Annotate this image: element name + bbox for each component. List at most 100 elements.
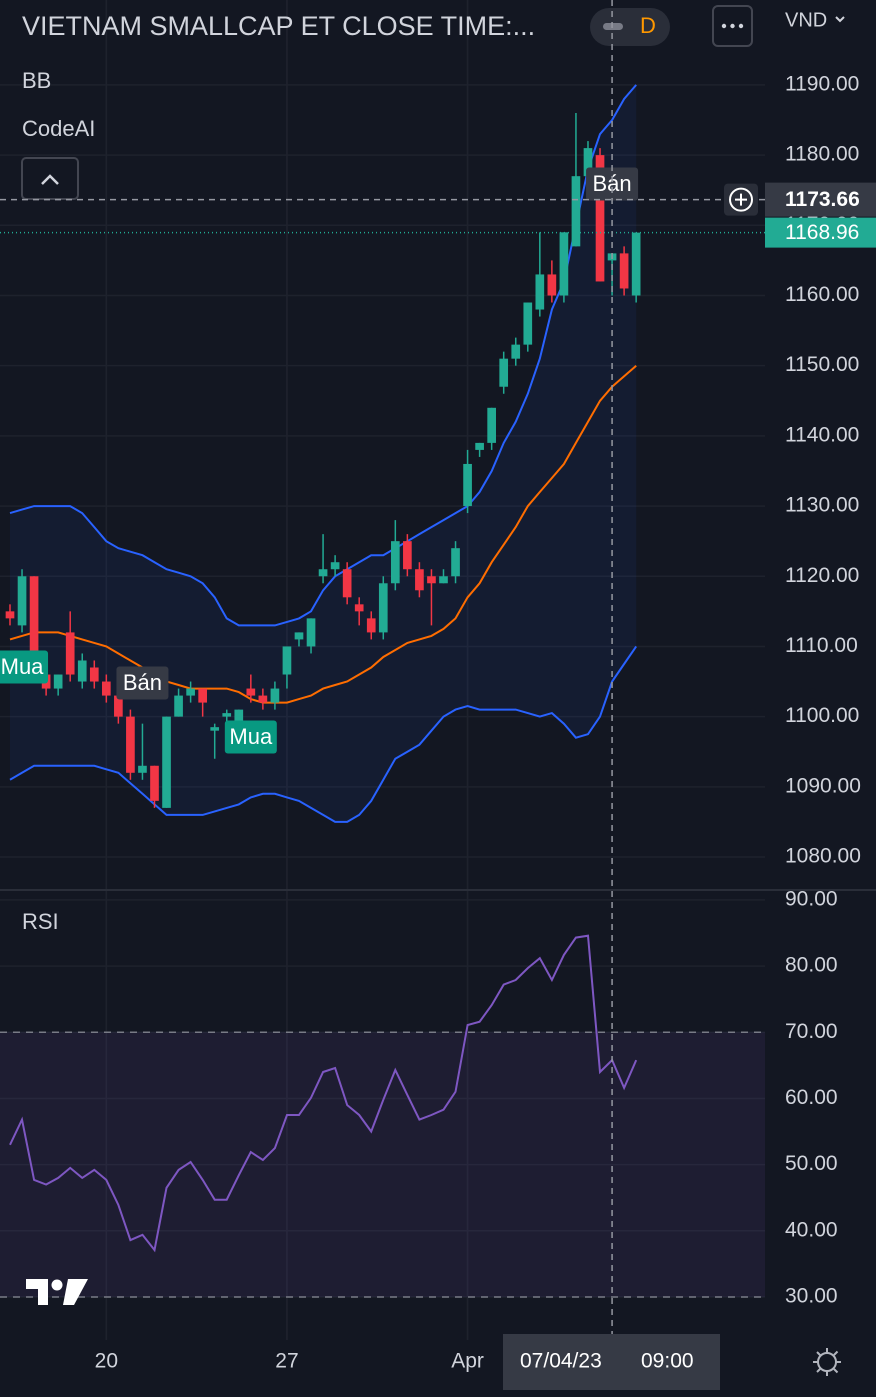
settings-icon[interactable] bbox=[813, 1348, 841, 1376]
last-price-badge bbox=[765, 217, 876, 248]
interval-button[interactable] bbox=[590, 8, 670, 46]
candle-body bbox=[342, 569, 352, 598]
band-middle bbox=[9, 364, 637, 704]
candle-body bbox=[499, 358, 509, 387]
candle-body bbox=[53, 674, 63, 689]
candle-body bbox=[150, 765, 159, 801]
candle-body bbox=[174, 695, 183, 717]
candle-body bbox=[583, 148, 593, 177]
collapse-button[interactable] bbox=[21, 157, 79, 200]
candle-body bbox=[282, 646, 292, 675]
signal-box bbox=[224, 720, 277, 754]
signal-label: Mua bbox=[229, 724, 273, 749]
more-button[interactable] bbox=[712, 5, 753, 47]
candle-body bbox=[390, 541, 400, 584]
candle-body bbox=[619, 253, 629, 289]
crosshair-time-badge bbox=[503, 1334, 720, 1390]
y-tick-label: 90.00 bbox=[785, 887, 838, 910]
candle-body bbox=[487, 407, 496, 443]
y-tick-label: 1100.00 bbox=[785, 704, 859, 727]
y-tick-label: 30.00 bbox=[785, 1285, 838, 1308]
band-upper bbox=[9, 84, 637, 627]
interval-label: D bbox=[640, 13, 656, 38]
y-tick-label: 1160.00 bbox=[785, 283, 859, 306]
crosshair-time: 09:00 bbox=[641, 1350, 694, 1373]
signal-box bbox=[586, 167, 639, 201]
candle-body bbox=[89, 667, 99, 682]
toggle-icon bbox=[603, 23, 623, 30]
candle-body bbox=[451, 548, 460, 577]
candle-body bbox=[475, 442, 484, 450]
y-tick-label: 1110.00 bbox=[785, 634, 858, 657]
candle-body bbox=[378, 583, 388, 633]
band-lower bbox=[9, 645, 638, 823]
candle-body bbox=[571, 176, 581, 247]
candle-body bbox=[222, 713, 232, 717]
crosshair-date: 07/04/23 bbox=[520, 1350, 602, 1373]
signal-label: Bán bbox=[123, 670, 162, 695]
currency-caret bbox=[835, 16, 845, 23]
candle-body bbox=[631, 232, 641, 296]
dot bbox=[721, 23, 727, 29]
candle-body bbox=[306, 618, 316, 647]
candle-body bbox=[559, 232, 569, 296]
candle-body bbox=[234, 709, 244, 724]
candle-body bbox=[246, 688, 256, 696]
y-tick-label: 1190.00 bbox=[785, 72, 859, 95]
candle-body bbox=[162, 716, 171, 808]
dot bbox=[730, 23, 735, 29]
candle-body bbox=[366, 618, 376, 633]
y-tick-label: 1130.00 bbox=[785, 494, 859, 517]
candle-body bbox=[427, 576, 436, 584]
last-price-label: 1168.96 bbox=[785, 221, 859, 244]
plus-circle bbox=[729, 187, 753, 212]
candle-body bbox=[5, 611, 15, 619]
candle-body bbox=[415, 569, 424, 591]
axes: 1080.00 1090.00 1100.00 1110.00 1120.00 1130.… bbox=[95, 72, 876, 1390]
rsi-title: RSI bbox=[22, 909, 59, 934]
candle-body bbox=[186, 688, 195, 696]
signal-label: Mua bbox=[1, 654, 45, 679]
indicator-label: BB bbox=[22, 68, 51, 93]
candle-body bbox=[330, 562, 340, 570]
y-tick-label: 50.00 bbox=[785, 1152, 838, 1175]
y-tick-label: 40.00 bbox=[785, 1218, 838, 1241]
y-tick-label: 1150.00 bbox=[785, 353, 859, 376]
candle-body bbox=[318, 569, 328, 577]
dot bbox=[738, 23, 744, 29]
band-fill bbox=[10, 84, 637, 822]
candle-body bbox=[535, 274, 545, 310]
y-tick-label: 70.00 bbox=[785, 1020, 838, 1043]
candle-body bbox=[294, 632, 304, 640]
indicator-label: CodeAI bbox=[22, 116, 95, 141]
plus-sign bbox=[735, 193, 747, 206]
tradingview-logo bbox=[26, 1279, 88, 1305]
crosshair-price-label: 1173.66 bbox=[785, 188, 860, 211]
y-tick-label: 1120.00 bbox=[785, 564, 859, 587]
signal-box bbox=[116, 666, 169, 700]
candle-body bbox=[101, 681, 111, 696]
crosshair-price-badge bbox=[765, 182, 876, 217]
x-tick-label: 20 bbox=[95, 1350, 118, 1373]
candle-body bbox=[354, 604, 364, 612]
symbol-title: VIETNAM SMALLCAP ET CLOSE TIME:... bbox=[22, 11, 535, 41]
chevron-up bbox=[41, 174, 59, 185]
y-tick-label: 1180.00 bbox=[785, 143, 859, 166]
candle-body bbox=[595, 155, 605, 282]
y-tick-label: 1080.00 bbox=[785, 845, 861, 868]
candle-body bbox=[77, 660, 87, 682]
x-tick-label: Apr bbox=[451, 1350, 484, 1373]
candle-body bbox=[463, 463, 472, 507]
signal-box bbox=[0, 650, 49, 684]
x-tick-label: 27 bbox=[275, 1350, 298, 1373]
y-tick-label: 80.00 bbox=[785, 954, 838, 977]
currency-menu[interactable]: VND bbox=[785, 9, 827, 31]
candle-body bbox=[65, 632, 75, 675]
candle-body bbox=[138, 765, 147, 773]
rsi-band bbox=[0, 1032, 765, 1297]
candle-body bbox=[126, 716, 135, 773]
candle-body bbox=[511, 344, 521, 359]
rsi-line bbox=[9, 934, 638, 1253]
